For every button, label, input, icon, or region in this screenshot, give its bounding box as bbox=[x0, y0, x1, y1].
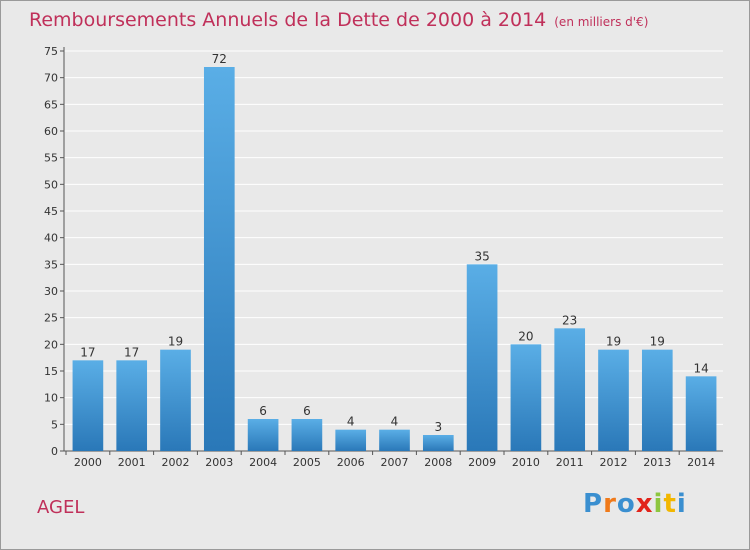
bar-2011 bbox=[554, 328, 586, 451]
bar-2007 bbox=[379, 429, 410, 451]
y-tick-label: 30 bbox=[44, 285, 58, 298]
y-tick-label: 40 bbox=[44, 232, 58, 245]
bars bbox=[72, 67, 717, 451]
logo-letter: P bbox=[583, 489, 604, 519]
data-label-2008: 3 bbox=[434, 420, 442, 434]
bar-2006 bbox=[335, 429, 367, 451]
y-tick-label: 20 bbox=[44, 338, 58, 351]
data-label-2000: 17 bbox=[80, 345, 95, 359]
data-label-2006: 4 bbox=[347, 415, 355, 429]
bar-2001 bbox=[116, 360, 148, 451]
x-tick-label: 2008 bbox=[424, 456, 452, 469]
x-tick-label: 2012 bbox=[600, 456, 628, 469]
x-tick-label: 2010 bbox=[512, 456, 540, 469]
bar-2003 bbox=[203, 67, 235, 451]
title-text: Remboursements Annuels de la Dette de 20… bbox=[29, 9, 547, 31]
data-label-2010: 20 bbox=[518, 329, 533, 343]
logo-letter: x bbox=[635, 489, 654, 519]
commune-name: AGEL bbox=[37, 497, 85, 518]
data-label-2004: 6 bbox=[259, 404, 267, 418]
x-tick-label: 2001 bbox=[118, 456, 146, 469]
logo-letter: i bbox=[653, 489, 664, 519]
y-tick-label: 35 bbox=[44, 258, 58, 271]
x-tick-label: 2005 bbox=[293, 456, 321, 469]
data-label-2005: 6 bbox=[303, 404, 311, 418]
chart-subtitle: (en milliers d'€) bbox=[554, 15, 649, 29]
bar-2004 bbox=[247, 419, 279, 451]
y-tick-label: 65 bbox=[44, 98, 58, 111]
y-tick-label: 60 bbox=[44, 125, 58, 138]
bar-2009 bbox=[466, 264, 498, 451]
data-labels: 17 17 19 72 6 6 4 4 3 35 20 23 19 19 14 bbox=[80, 52, 708, 434]
y-tick-label: 25 bbox=[44, 312, 58, 325]
chart-title: Remboursements Annuels de la Dette de 20… bbox=[29, 9, 648, 31]
y-tick-label: 70 bbox=[44, 72, 58, 85]
x-tick-label: 2007 bbox=[381, 456, 409, 469]
x-tick-label: 2002 bbox=[162, 456, 190, 469]
data-label-2012: 19 bbox=[606, 335, 621, 349]
y-tick-label: 0 bbox=[51, 445, 58, 458]
bar-2014 bbox=[685, 376, 717, 451]
logo-letter: o bbox=[616, 489, 636, 519]
x-tick-label: 2000 bbox=[74, 456, 102, 469]
x-tick-label: 2003 bbox=[205, 456, 233, 469]
bar-2005 bbox=[291, 419, 323, 451]
bar-2002 bbox=[160, 349, 191, 451]
x-tick-label: 2011 bbox=[556, 456, 584, 469]
y-tick-label: 15 bbox=[44, 365, 58, 378]
x-tick-label: 2004 bbox=[249, 456, 277, 469]
bar-2000 bbox=[72, 360, 104, 451]
bar-2013 bbox=[641, 349, 673, 451]
data-label-2011: 23 bbox=[562, 313, 577, 327]
data-label-2009: 35 bbox=[474, 249, 489, 263]
proxiti-logo: Proxiti bbox=[583, 489, 687, 519]
data-label-2001: 17 bbox=[124, 345, 139, 359]
x-tick-label: 2014 bbox=[687, 456, 715, 469]
y-tick-label: 75 bbox=[44, 45, 58, 58]
y-tick-label: 5 bbox=[51, 418, 58, 431]
data-label-2014: 14 bbox=[693, 361, 708, 375]
x-tick-label: 2013 bbox=[643, 456, 671, 469]
data-label-2013: 19 bbox=[650, 335, 665, 349]
x-tick-label: 2006 bbox=[337, 456, 365, 469]
logo-letter: i bbox=[676, 489, 687, 519]
y-tick-label: 10 bbox=[44, 392, 58, 405]
bar-2008 bbox=[422, 435, 454, 451]
data-label-2003: 72 bbox=[212, 52, 227, 66]
y-tick-label: 45 bbox=[44, 205, 58, 218]
y-tick-label: 50 bbox=[44, 178, 58, 191]
bar-2010 bbox=[510, 344, 542, 451]
logo-letter: t bbox=[663, 489, 677, 519]
x-tick-label: 2009 bbox=[468, 456, 496, 469]
logo-letter: r bbox=[603, 489, 617, 519]
data-label-2007: 4 bbox=[391, 415, 399, 429]
bar-2012 bbox=[598, 349, 629, 451]
data-label-2002: 19 bbox=[168, 335, 183, 349]
y-tick-label: 55 bbox=[44, 152, 58, 165]
